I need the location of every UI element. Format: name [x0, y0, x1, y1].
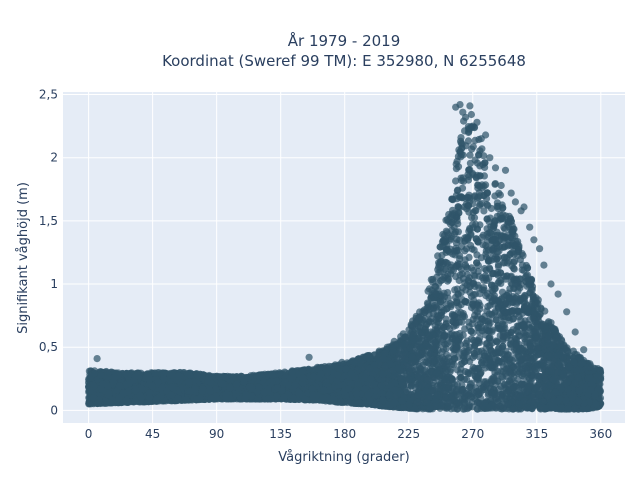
data-point	[491, 192, 499, 200]
data-point	[472, 207, 480, 215]
data-point	[480, 207, 488, 215]
data-point	[452, 177, 460, 185]
data-point	[457, 134, 465, 142]
data-point	[465, 208, 473, 216]
data-point	[461, 256, 469, 264]
data-point	[569, 347, 578, 355]
data-point	[466, 151, 474, 159]
data-layer	[85, 101, 605, 413]
data-point	[442, 315, 450, 323]
data-point	[462, 263, 470, 271]
data-point	[425, 285, 434, 293]
